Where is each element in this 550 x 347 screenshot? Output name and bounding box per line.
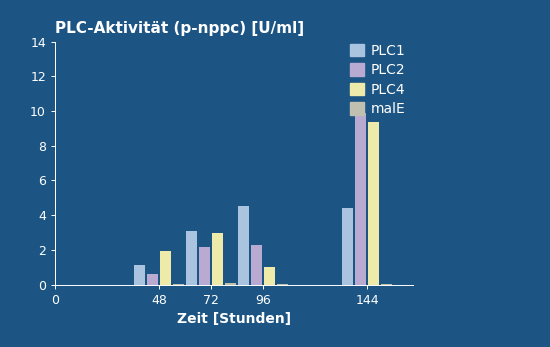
Bar bbox=[367, 122, 380, 285]
Bar bbox=[224, 283, 236, 285]
Bar bbox=[381, 284, 393, 285]
Legend: PLC1, PLC2, PLC4, malE: PLC1, PLC2, PLC4, malE bbox=[350, 44, 405, 116]
Bar bbox=[277, 284, 288, 285]
Bar bbox=[251, 245, 262, 285]
Text: PLC-Aktivität (p-nppc) [U/ml]: PLC-Aktivität (p-nppc) [U/ml] bbox=[55, 21, 304, 36]
X-axis label: Zeit [Stunden]: Zeit [Stunden] bbox=[177, 312, 291, 326]
Bar bbox=[212, 233, 223, 285]
Bar bbox=[263, 267, 276, 285]
Bar bbox=[199, 247, 211, 285]
Bar bbox=[160, 251, 172, 285]
Bar bbox=[238, 206, 250, 285]
Bar bbox=[134, 264, 145, 285]
Bar bbox=[355, 113, 366, 285]
Bar bbox=[173, 284, 184, 285]
Bar bbox=[185, 231, 197, 285]
Bar bbox=[146, 274, 158, 285]
Bar bbox=[342, 208, 354, 285]
